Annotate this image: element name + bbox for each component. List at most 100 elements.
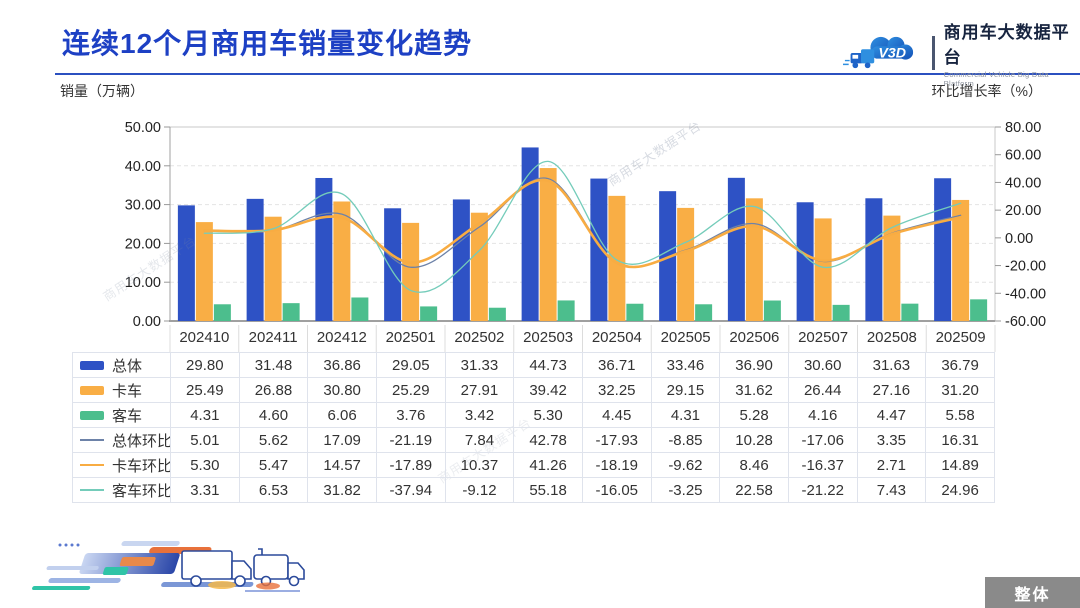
value-cell: 16.31 <box>925 427 995 453</box>
row-label-cell: 总体环比 <box>72 427 171 453</box>
value-cell: 5.47 <box>238 452 309 478</box>
right-axis-tick-label: -60.00 <box>1005 314 1046 330</box>
sales-trend-combo-chart: 0.00 10.00 20.00 30.00 40.00 50.00 -60.00 -40.0… <box>125 120 1046 352</box>
value-cell: 25.29 <box>375 377 446 403</box>
bar-客车 <box>901 303 919 321</box>
bar-总体 <box>590 178 608 321</box>
value-cell: 4.31 <box>650 402 721 428</box>
bar-卡车 <box>608 195 626 321</box>
left-axis-tick-label: 50.00 <box>125 120 161 136</box>
value-cell: 36.79 <box>925 352 995 378</box>
value-cell: 29.80 <box>170 352 240 378</box>
value-cell: -9.12 <box>444 477 515 503</box>
value-cell: -18.19 <box>581 452 652 478</box>
value-cell: 17.09 <box>307 427 377 453</box>
bar-卡车 <box>333 201 351 321</box>
value-cell: 5.30 <box>170 452 240 478</box>
x-axis-label: 202411 <box>249 329 298 346</box>
bar-客车 <box>213 304 231 321</box>
value-cell: 5.62 <box>238 427 309 453</box>
row-label-cell: 卡车环比 <box>72 452 171 478</box>
series-name: 卡车环比 <box>112 457 171 475</box>
chart-data-table: 总体 29.80 31.48 36.86 29.05 31.33 44.73 36.71 33.… <box>72 352 995 503</box>
bar-总体 <box>384 208 402 321</box>
value-cell: 36.86 <box>307 352 377 378</box>
value-cell: 5.01 <box>170 427 240 453</box>
bar-客车 <box>695 304 713 321</box>
x-axis-label: 202506 <box>729 329 779 346</box>
series-name: 客车环比 <box>112 482 171 500</box>
table-row-卡车环比: 卡车环比 5.30 5.47 14.57 -17.89 10.37 41.26 -18.19-… <box>72 452 995 478</box>
bar-总体 <box>796 202 814 321</box>
brand-name-cn: 商用车大数据平台 <box>943 23 1070 67</box>
legend-bar-swatch <box>80 360 104 370</box>
value-cell: 2.71 <box>856 452 927 478</box>
value-cell: 5.58 <box>925 402 995 428</box>
value-cell: 32.25 <box>581 377 652 403</box>
bar-总体 <box>659 191 677 321</box>
bar-客车 <box>763 300 781 321</box>
value-cell: 3.76 <box>375 402 446 428</box>
table-row-总体环比: 总体环比 5.01 5.62 17.09 -21.19 7.84 42.78 -17.93 -8… <box>72 427 995 453</box>
value-cell: -17.93 <box>581 427 652 453</box>
bar-客车 <box>626 303 644 321</box>
svg-text:V3D: V3D <box>878 46 906 62</box>
row-label-cell: 卡车 <box>72 377 171 403</box>
value-cell: -9.62 <box>650 452 721 478</box>
bar-总体 <box>727 177 745 321</box>
value-cell: 31.48 <box>238 352 309 378</box>
x-axis-label: 202507 <box>798 329 848 346</box>
line-卡车环比 <box>203 178 962 269</box>
series-name: 客车 <box>112 407 143 425</box>
bar-总体 <box>177 205 195 321</box>
bar-总体 <box>521 147 539 321</box>
bar-客车 <box>351 297 369 321</box>
value-cell: 10.28 <box>719 427 789 453</box>
value-cell: 5.28 <box>719 402 789 428</box>
value-cell: 7.84 <box>444 427 515 453</box>
value-cell: 30.80 <box>307 377 377 403</box>
value-cell: 26.88 <box>238 377 309 403</box>
value-cell: 3.31 <box>170 477 240 503</box>
overall-button[interactable]: 整体 <box>985 577 1080 608</box>
value-cell: 3.35 <box>856 427 927 453</box>
value-cell: 14.89 <box>925 452 995 478</box>
legend-line-swatch <box>80 439 104 441</box>
value-cell: -16.05 <box>581 477 652 503</box>
value-cell: 31.82 <box>307 477 377 503</box>
brand-name-en: Commercial Vehicle Big Data Platform <box>943 70 1049 88</box>
value-cell: 29.15 <box>650 377 721 403</box>
left-axis-tick-label: 10.00 <box>125 275 161 291</box>
line-客车环比 <box>203 160 962 293</box>
table-row-客车: 客车 4.31 4.60 6.06 3.76 3.42 5.30 4.45 4.31 5.28 4.… <box>72 402 995 428</box>
table-row-卡车: 卡车 25.49 26.88 30.80 25.29 27.91 39.42 32.25 29.… <box>72 377 995 403</box>
value-cell: -21.22 <box>787 477 858 503</box>
value-cell: 41.26 <box>513 452 583 478</box>
bar-总体 <box>934 178 952 321</box>
value-cell: 27.91 <box>444 377 515 403</box>
value-cell: 22.58 <box>719 477 789 503</box>
right-axis-tick-label: 80.00 <box>1005 120 1041 136</box>
left-axis-title: 销量（万辆） <box>60 83 144 99</box>
value-cell: 26.44 <box>787 377 858 403</box>
x-axis-label: 202501 <box>386 329 436 346</box>
value-cell: 42.78 <box>513 427 583 453</box>
value-cell: -17.89 <box>375 452 446 478</box>
bar-客车 <box>420 306 438 321</box>
value-cell: 36.90 <box>719 352 789 378</box>
value-cell: 4.31 <box>170 402 240 428</box>
value-cell: 24.96 <box>925 477 995 503</box>
left-axis-tick-label: 30.00 <box>125 198 161 214</box>
x-axis-label: 202410 <box>179 329 229 346</box>
x-axis-label: 202505 <box>661 329 711 346</box>
table-row-总体: 总体 29.80 31.48 36.86 29.05 31.33 44.73 36.71 33.… <box>72 352 995 378</box>
series-name: 总体 <box>112 357 143 375</box>
value-cell: 29.05 <box>375 352 446 378</box>
value-cell: 25.49 <box>170 377 240 403</box>
value-cell: 5.30 <box>513 402 583 428</box>
value-cell: 31.20 <box>925 377 995 403</box>
value-cell: 14.57 <box>307 452 377 478</box>
x-axis-label: 202412 <box>317 329 367 346</box>
legend-bar-swatch <box>80 385 104 395</box>
